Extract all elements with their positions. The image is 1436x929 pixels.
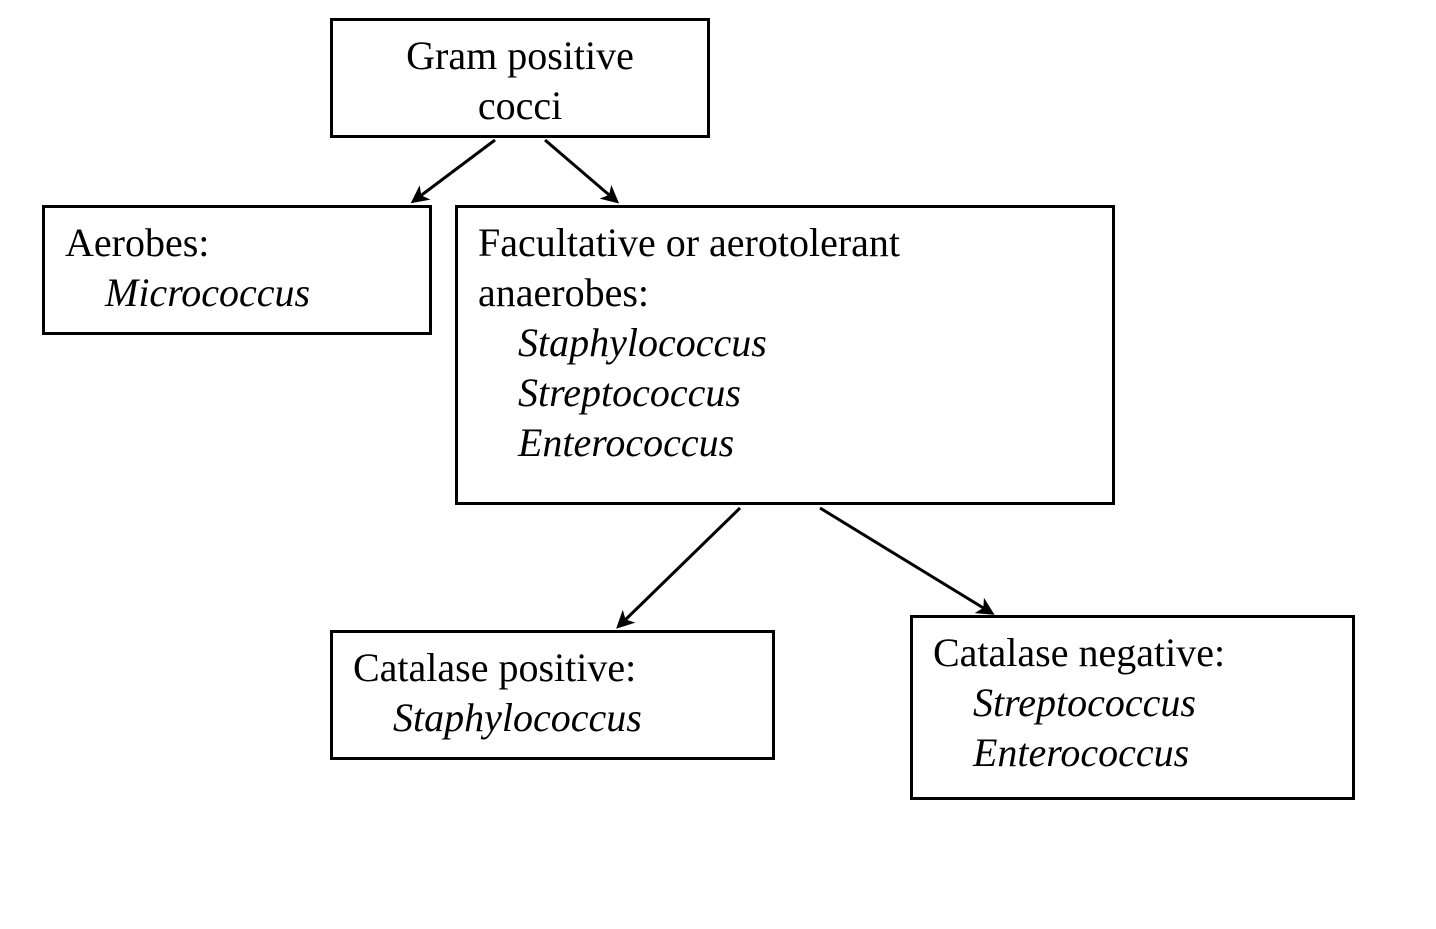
edge-arrow xyxy=(620,508,740,625)
edge-arrow xyxy=(415,140,495,200)
edge-arrow xyxy=(820,508,990,612)
facultative-item-1: Streptococcus xyxy=(478,368,1092,418)
catalase-neg-title: Catalase negative: xyxy=(933,628,1332,678)
facultative-title-line1: Facultative or aerotolerant xyxy=(478,218,1092,268)
node-facultative-anaerobes: Facultative or aerotolerant anaerobes: S… xyxy=(455,205,1115,505)
catalase-pos-title: Catalase positive: xyxy=(353,643,752,693)
facultative-item-2: Enterococcus xyxy=(478,418,1092,468)
root-line1: Gram positive xyxy=(406,33,634,78)
edge-arrow xyxy=(545,140,615,200)
root-line2: cocci xyxy=(478,83,562,128)
facultative-title-line2: anaerobes: xyxy=(478,268,1092,318)
catalase-neg-item-1: Enterococcus xyxy=(933,728,1332,778)
node-aerobes: Aerobes: Micrococcus xyxy=(42,205,432,335)
catalase-pos-item-0: Staphylococcus xyxy=(353,693,752,743)
facultative-item-0: Staphylococcus xyxy=(478,318,1092,368)
node-catalase-negative: Catalase negative: Streptococcus Enteroc… xyxy=(910,615,1355,800)
node-catalase-positive: Catalase positive: Staphylococcus xyxy=(330,630,775,760)
aerobes-item-0: Micrococcus xyxy=(65,268,409,318)
aerobes-title: Aerobes: xyxy=(65,218,409,268)
node-gram-positive-cocci: Gram positive cocci xyxy=(330,18,710,138)
catalase-neg-item-0: Streptococcus xyxy=(933,678,1332,728)
